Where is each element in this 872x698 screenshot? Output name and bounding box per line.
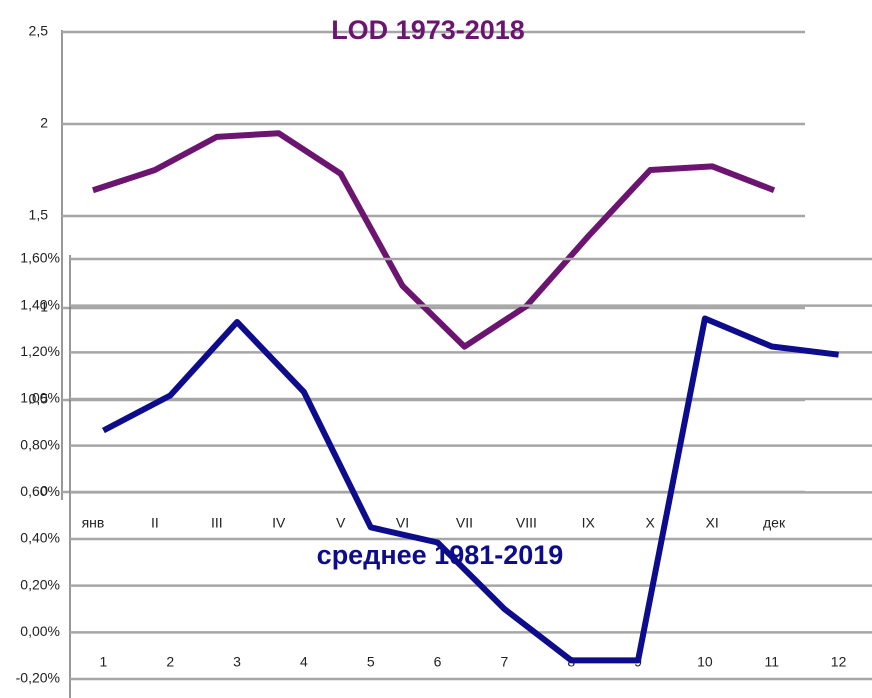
y-tick-label: 2 [40, 115, 48, 131]
x-tick-label: 3 [233, 654, 241, 670]
y-tick-label: 1 [40, 299, 48, 315]
x-tick-label: X [646, 515, 656, 531]
x-tick-label: 7 [501, 654, 509, 670]
x-tick-label: IX [582, 515, 596, 531]
x-tick-label: VIII [516, 515, 537, 531]
x-tick-label: дек [763, 515, 786, 531]
x-tick-label: VI [396, 515, 409, 531]
x-tick-label: 2 [166, 654, 174, 670]
x-tick-label: VII [456, 515, 473, 531]
y-tick-label: 0,40% [20, 530, 60, 546]
x-tick-label: 1 [100, 654, 108, 670]
x-tick-label: янв [82, 515, 105, 531]
y-tick-label: 1,20% [20, 343, 60, 359]
x-tick-label: 5 [367, 654, 375, 670]
y-tick-label: 0,5 [29, 391, 49, 407]
x-tick-label: 12 [831, 654, 847, 670]
y-tick-label: 0,00% [20, 623, 60, 639]
y-tick-label: 0,60% [20, 483, 60, 499]
x-tick-label: 10 [697, 654, 713, 670]
y-tick-label: 1,40% [20, 296, 60, 312]
y-tick-label: 1,00% [20, 390, 60, 406]
x-tick-label: II [151, 515, 159, 531]
y-tick-label: -0,20% [16, 670, 60, 686]
chart-title: LOD 1973-2018 [331, 15, 525, 45]
x-tick-label: XI [706, 515, 719, 531]
y-tick-label: 1,5 [29, 207, 49, 223]
y-tick-label: 0,20% [20, 576, 60, 592]
line-series [102, 315, 839, 664]
x-tick-label: V [336, 515, 346, 531]
x-tick-label: IV [272, 515, 286, 531]
x-tick-label: III [211, 515, 223, 531]
x-tick-label: 11 [764, 654, 779, 670]
line-series [92, 130, 776, 350]
y-tick-label: 0,80% [20, 436, 60, 452]
x-tick-label: 6 [434, 654, 442, 670]
y-tick-label: 0 [40, 483, 48, 499]
y-tick-label: 1,60% [20, 250, 60, 266]
y-tick-label: 2,5 [29, 23, 49, 39]
x-tick-label: 4 [300, 654, 308, 670]
